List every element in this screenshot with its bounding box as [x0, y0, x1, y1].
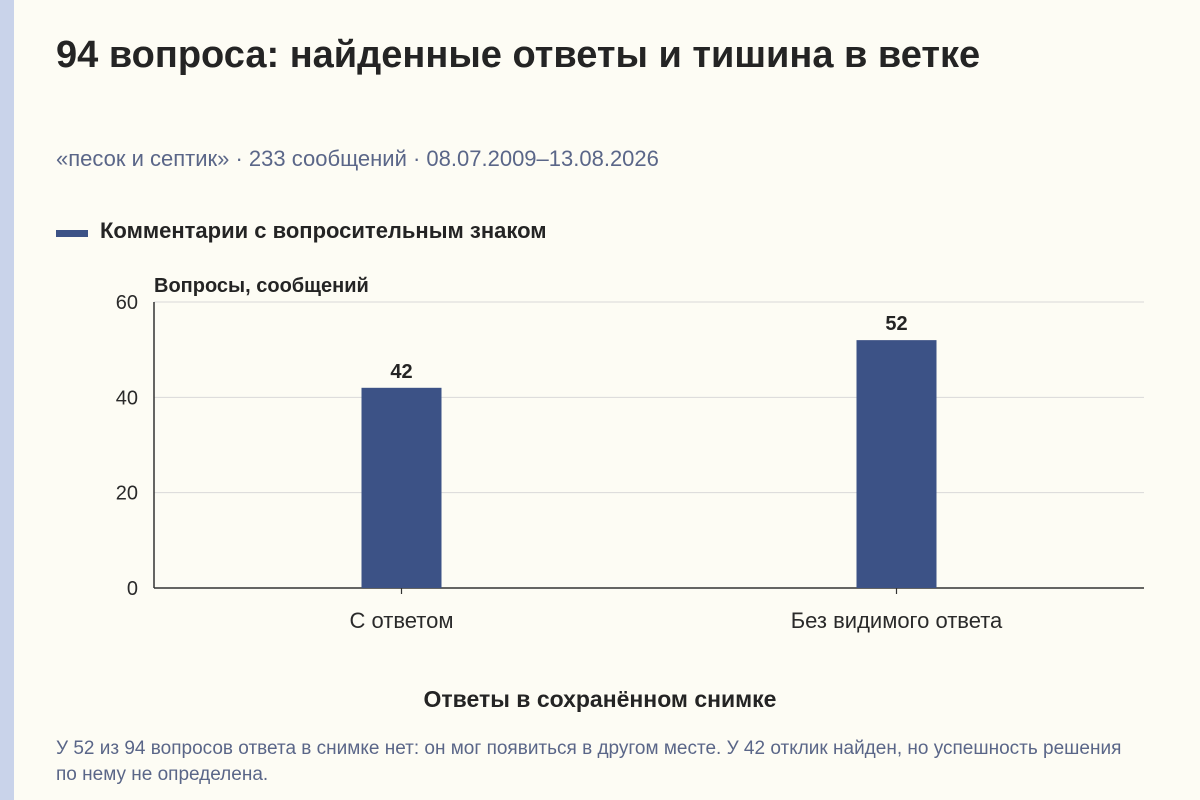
chart-legend: Комментарии с вопросительным знаком: [56, 218, 547, 244]
y-tick-label: 20: [116, 483, 138, 505]
left-accent-stripe: [0, 0, 14, 800]
page-subtitle: «песок и септик» · 233 сообщений · 08.07…: [56, 146, 659, 171]
x-category-label: С ответом: [350, 608, 454, 633]
y-tick-label: 0: [127, 578, 138, 600]
y-tick-label: 40: [116, 387, 138, 409]
legend-label: Комментарии с вопросительным знаком: [100, 218, 547, 243]
data-label: 52: [885, 313, 907, 335]
data-label: 42: [390, 361, 412, 383]
y-tick-label: 60: [116, 292, 138, 314]
bar: [361, 387, 442, 588]
footnote-text: У 52 из 94 вопросов ответа в снимке нет:…: [56, 738, 1122, 785]
bar: [856, 340, 937, 588]
page-title: 94 вопроса: найденные ответы и тишина в …: [56, 34, 981, 76]
x-category-label: Без видимого ответа: [791, 608, 1003, 633]
legend-swatch: [56, 229, 88, 237]
y-axis-title: Вопросы, сообщений: [154, 275, 369, 297]
x-axis-title: Ответы в сохранённом снимке: [423, 686, 777, 712]
